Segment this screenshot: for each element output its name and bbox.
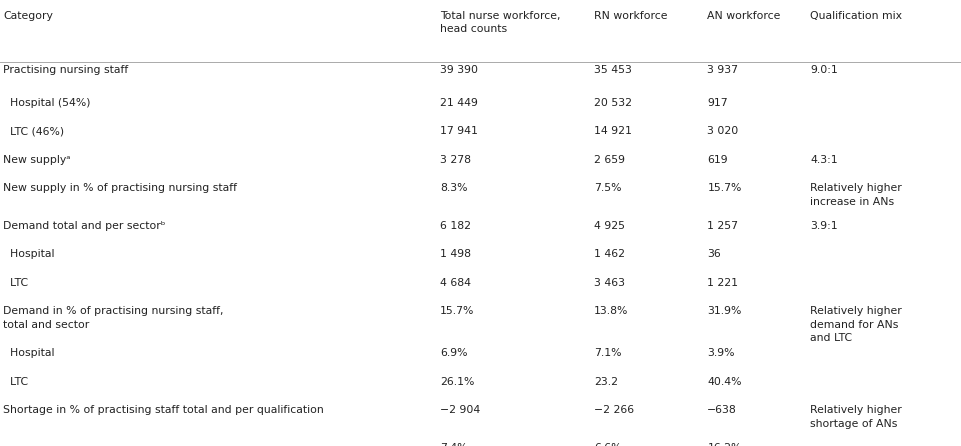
Text: 1 257: 1 257 xyxy=(707,221,738,231)
Text: AN workforce: AN workforce xyxy=(707,11,780,21)
Text: 619: 619 xyxy=(707,155,727,165)
Text: 7.5%: 7.5% xyxy=(594,183,622,193)
Text: Demand in % of practising nursing staff,
total and sector: Demand in % of practising nursing staff,… xyxy=(3,306,223,330)
Text: 16.2%: 16.2% xyxy=(707,443,742,446)
Text: New supply in % of practising nursing staff: New supply in % of practising nursing st… xyxy=(3,183,236,193)
Text: 23.2: 23.2 xyxy=(594,377,618,387)
Text: 6.9%: 6.9% xyxy=(440,348,468,358)
Text: −2 266: −2 266 xyxy=(594,405,634,415)
Text: 40.4%: 40.4% xyxy=(707,377,742,387)
Text: Qualification mix: Qualification mix xyxy=(810,11,902,21)
Text: 17 941: 17 941 xyxy=(440,126,478,136)
Text: 7.1%: 7.1% xyxy=(594,348,622,358)
Text: 3.9%: 3.9% xyxy=(707,348,735,358)
Text: 917: 917 xyxy=(707,98,727,107)
Text: Total nurse workforce,
head counts: Total nurse workforce, head counts xyxy=(440,11,560,34)
Text: 4 684: 4 684 xyxy=(440,278,471,288)
Text: Demand total and per sectorᵇ: Demand total and per sectorᵇ xyxy=(3,221,165,231)
Text: 8.3%: 8.3% xyxy=(440,183,468,193)
Text: LTC: LTC xyxy=(3,377,28,387)
Text: 15.7%: 15.7% xyxy=(440,306,475,316)
Text: 21 449: 21 449 xyxy=(440,98,478,107)
Text: 6.6%: 6.6% xyxy=(594,443,622,446)
Text: −638: −638 xyxy=(707,405,737,415)
Text: 3.9:1: 3.9:1 xyxy=(810,221,838,231)
Text: 1 498: 1 498 xyxy=(440,249,471,259)
Text: 35 453: 35 453 xyxy=(594,65,631,74)
Text: 3 278: 3 278 xyxy=(440,155,471,165)
Text: 7.4%: 7.4% xyxy=(440,443,468,446)
Text: −2 904: −2 904 xyxy=(440,405,480,415)
Text: LTC (46%): LTC (46%) xyxy=(3,126,64,136)
Text: 1 221: 1 221 xyxy=(707,278,738,288)
Text: 6 182: 6 182 xyxy=(440,221,471,231)
Text: Hospital: Hospital xyxy=(3,348,55,358)
Text: 26.1%: 26.1% xyxy=(440,377,475,387)
Text: 3 463: 3 463 xyxy=(594,278,625,288)
Text: 4 925: 4 925 xyxy=(594,221,625,231)
Text: Hospital: Hospital xyxy=(3,249,55,259)
Text: 9.0:1: 9.0:1 xyxy=(810,65,838,74)
Text: 20 532: 20 532 xyxy=(594,98,632,107)
Text: New supplyᵃ: New supplyᵃ xyxy=(3,155,70,165)
Text: 36: 36 xyxy=(707,249,721,259)
Text: 15.7%: 15.7% xyxy=(707,183,742,193)
Text: 14 921: 14 921 xyxy=(594,126,631,136)
Text: 1 462: 1 462 xyxy=(594,249,625,259)
Text: Category: Category xyxy=(3,11,53,21)
Text: RN workforce: RN workforce xyxy=(594,11,667,21)
Text: Practising nursing staff: Practising nursing staff xyxy=(3,65,128,74)
Text: Hospital (54%): Hospital (54%) xyxy=(3,98,90,107)
Text: Relatively higher
increase in ANs: Relatively higher increase in ANs xyxy=(810,183,901,206)
Text: Relatively higher
shortage of ANs: Relatively higher shortage of ANs xyxy=(810,405,901,429)
Text: 2 659: 2 659 xyxy=(594,155,625,165)
Text: LTC: LTC xyxy=(3,278,28,288)
Text: 3 020: 3 020 xyxy=(707,126,739,136)
Text: Relatively higher
demand for ANs
and LTC: Relatively higher demand for ANs and LTC xyxy=(810,306,901,343)
Text: Shortage in % of practising staff total and per qualification: Shortage in % of practising staff total … xyxy=(3,405,324,415)
Text: 3 937: 3 937 xyxy=(707,65,738,74)
Text: 39 390: 39 390 xyxy=(440,65,479,74)
Text: 4.3:1: 4.3:1 xyxy=(810,155,838,165)
Text: 13.8%: 13.8% xyxy=(594,306,628,316)
Text: 31.9%: 31.9% xyxy=(707,306,742,316)
